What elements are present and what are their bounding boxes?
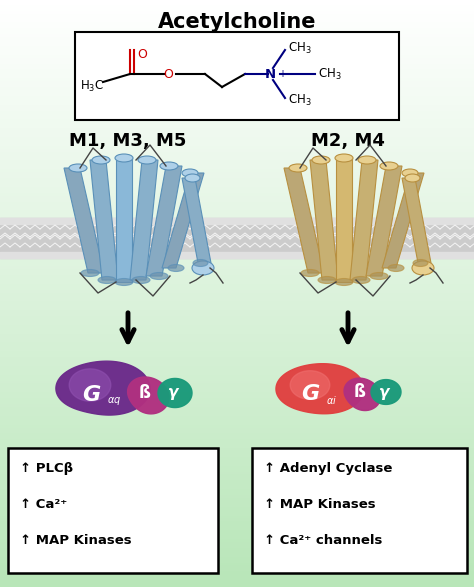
- Text: H$_3$C: H$_3$C: [80, 79, 104, 93]
- Text: G: G: [82, 385, 100, 405]
- Text: G: G: [301, 384, 319, 404]
- Polygon shape: [146, 166, 182, 276]
- Polygon shape: [276, 364, 364, 414]
- Text: γ: γ: [379, 384, 389, 400]
- Text: N: N: [264, 68, 275, 80]
- Ellipse shape: [335, 154, 353, 162]
- Polygon shape: [182, 178, 211, 263]
- Polygon shape: [64, 168, 104, 273]
- Ellipse shape: [138, 156, 156, 164]
- Ellipse shape: [413, 259, 428, 266]
- Text: ↑ MAP Kinases: ↑ MAP Kinases: [20, 534, 132, 547]
- Ellipse shape: [92, 156, 110, 164]
- Ellipse shape: [132, 276, 150, 284]
- Ellipse shape: [312, 156, 330, 164]
- Ellipse shape: [335, 278, 353, 285]
- Text: ↑ Ca²⁺: ↑ Ca²⁺: [20, 498, 67, 511]
- Text: O: O: [163, 68, 173, 80]
- Ellipse shape: [193, 259, 208, 266]
- Ellipse shape: [168, 265, 184, 272]
- Ellipse shape: [182, 169, 198, 177]
- Polygon shape: [69, 369, 111, 401]
- Polygon shape: [128, 377, 169, 414]
- Polygon shape: [402, 178, 431, 263]
- Ellipse shape: [405, 174, 420, 182]
- Polygon shape: [90, 160, 118, 280]
- Ellipse shape: [160, 162, 178, 170]
- Ellipse shape: [358, 156, 376, 164]
- Ellipse shape: [185, 174, 200, 182]
- Ellipse shape: [388, 265, 404, 272]
- Text: ↑ Ca²⁺ channels: ↑ Ca²⁺ channels: [264, 534, 383, 547]
- Ellipse shape: [412, 261, 434, 275]
- Text: CH$_3$: CH$_3$: [288, 92, 312, 107]
- Text: CH$_3$: CH$_3$: [288, 41, 312, 56]
- Ellipse shape: [318, 276, 336, 284]
- Polygon shape: [366, 166, 402, 276]
- Ellipse shape: [352, 276, 370, 284]
- Bar: [8, 448, 218, 573]
- Ellipse shape: [301, 269, 319, 276]
- Polygon shape: [382, 173, 424, 268]
- Ellipse shape: [192, 261, 214, 275]
- Text: ß: ß: [354, 383, 366, 401]
- Text: Acetylcholine: Acetylcholine: [158, 12, 316, 32]
- Text: ↑ Adenyl Cyclase: ↑ Adenyl Cyclase: [264, 462, 392, 475]
- Polygon shape: [290, 371, 330, 399]
- Text: ↑ MAP Kinases: ↑ MAP Kinases: [264, 498, 375, 511]
- Text: CH$_3$: CH$_3$: [318, 66, 342, 82]
- Polygon shape: [158, 379, 192, 407]
- Text: γ: γ: [168, 386, 178, 400]
- Polygon shape: [310, 160, 338, 280]
- Polygon shape: [284, 168, 324, 273]
- Ellipse shape: [289, 164, 307, 172]
- Polygon shape: [371, 380, 401, 404]
- Text: +: +: [278, 69, 286, 79]
- Text: O: O: [137, 48, 147, 61]
- Text: ↑ PLCβ: ↑ PLCβ: [20, 462, 73, 475]
- Polygon shape: [336, 158, 352, 282]
- Ellipse shape: [98, 276, 116, 284]
- Polygon shape: [56, 361, 150, 415]
- Text: M2, M4: M2, M4: [311, 132, 385, 150]
- Text: $_{\alpha q}$: $_{\alpha q}$: [107, 394, 121, 408]
- Ellipse shape: [115, 154, 133, 162]
- Polygon shape: [344, 378, 381, 410]
- Ellipse shape: [69, 164, 87, 172]
- Polygon shape: [162, 173, 204, 268]
- Text: M1, M3, M5: M1, M3, M5: [69, 132, 187, 150]
- Ellipse shape: [380, 162, 398, 170]
- Polygon shape: [350, 160, 378, 280]
- Text: $_{\alpha i}$: $_{\alpha i}$: [326, 393, 337, 407]
- Ellipse shape: [370, 272, 388, 279]
- Polygon shape: [116, 158, 132, 282]
- Ellipse shape: [150, 272, 168, 279]
- Bar: [75, 32, 399, 120]
- Ellipse shape: [115, 278, 133, 285]
- Text: ß: ß: [139, 384, 151, 402]
- Ellipse shape: [81, 269, 99, 276]
- Bar: [252, 448, 467, 573]
- Polygon shape: [130, 160, 158, 280]
- Ellipse shape: [402, 169, 418, 177]
